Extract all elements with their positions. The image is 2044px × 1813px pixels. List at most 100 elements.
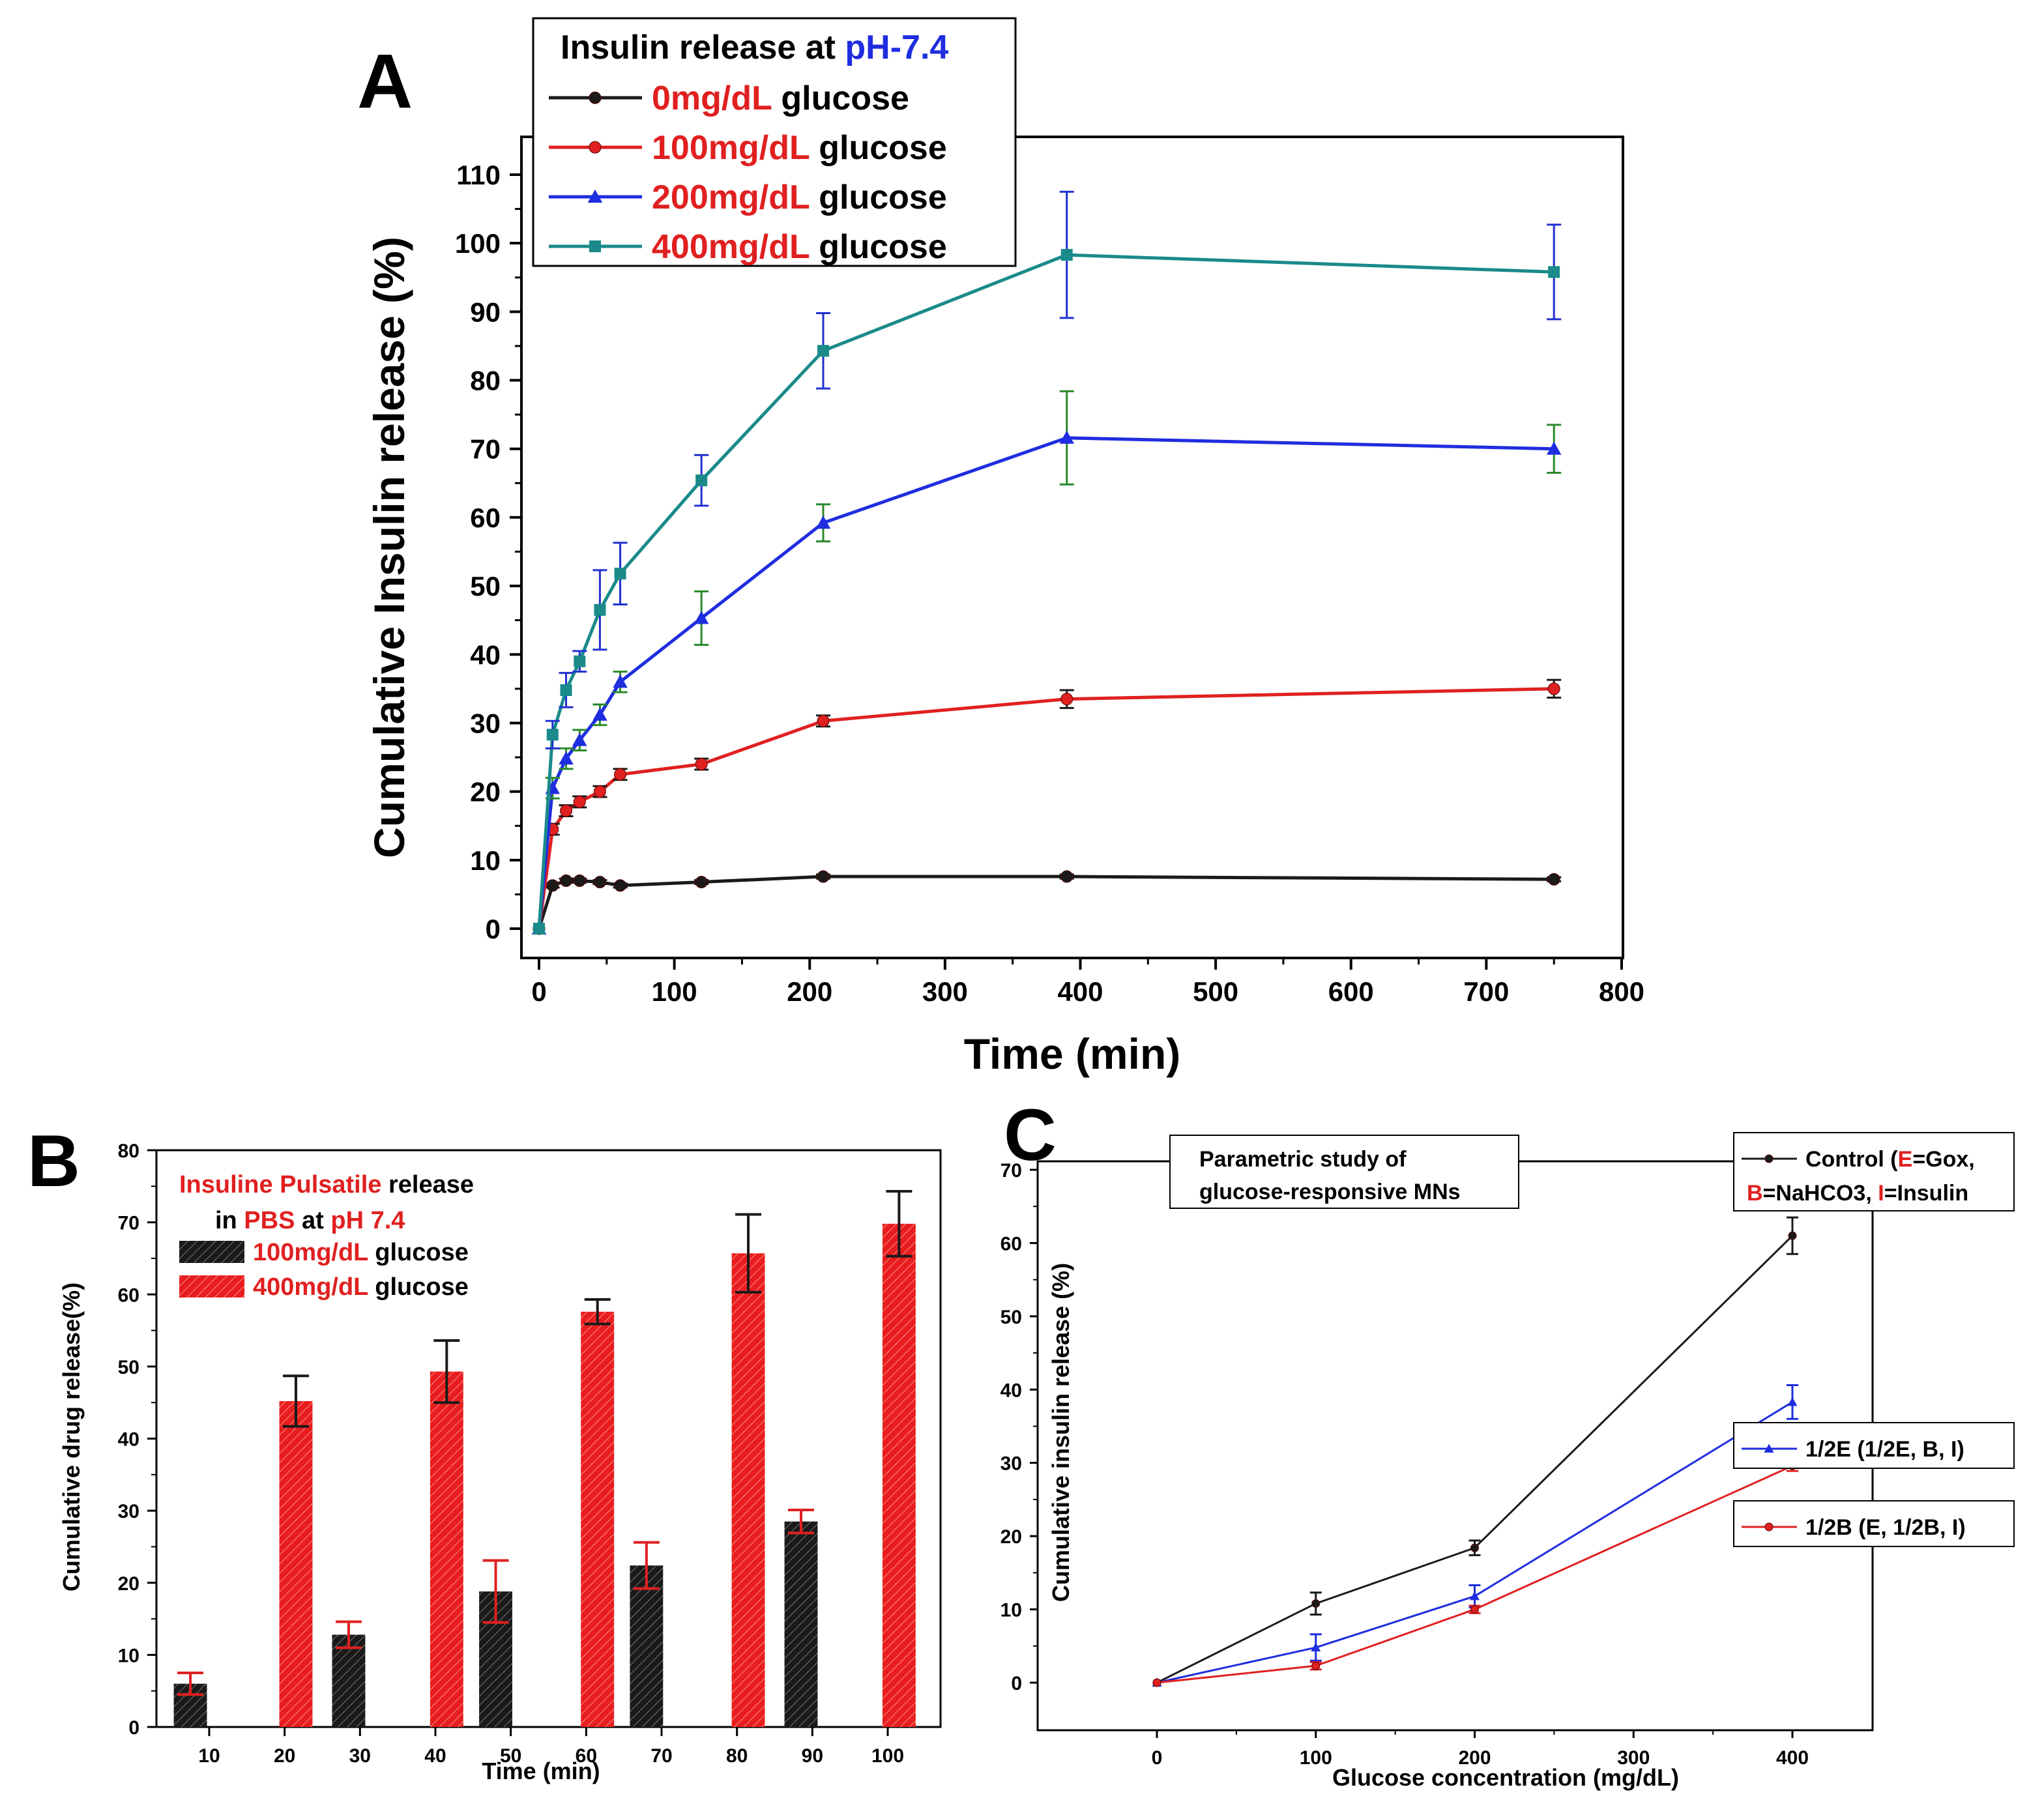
legend-label: 200mg/dL glucose (652, 179, 947, 216)
data-point (1311, 1661, 1321, 1670)
error-bar (886, 1190, 912, 1258)
data-point (574, 655, 586, 667)
x-tick-label: 30 (349, 1745, 371, 1767)
legend-marker (587, 189, 603, 203)
data-point (695, 875, 708, 888)
legend-title-line-1-part-1: release (381, 1171, 474, 1198)
y-tick-label: 50 (1000, 1307, 1022, 1328)
chart-title-line-2: glucose-responsive MNs (1199, 1180, 1461, 1204)
bar (882, 1223, 916, 1727)
y-axis-label: Cumulative Insulin release (%) (365, 237, 413, 858)
legend-label-line-1: 1/2E (1/2E, B, I) (1805, 1437, 1964, 1462)
legend-label-part-1: glucose (810, 129, 947, 167)
error-bar (633, 1541, 660, 1590)
data-point (695, 474, 708, 487)
legend: Insuline Pulsatile release in PBS at pH 7… (179, 1171, 474, 1301)
series-line (537, 687, 1555, 929)
data-point (1311, 1642, 1321, 1652)
data-point (560, 874, 573, 887)
plot-frame (520, 136, 1624, 959)
legend-title-line-2-part-2: at (295, 1207, 330, 1234)
data-point (594, 603, 606, 616)
legend-title: Insulin release at pH-7.4 (561, 29, 948, 66)
y-tick-label: 0 (1011, 1673, 1022, 1694)
data-point (1470, 1591, 1480, 1601)
legend-box (1733, 1422, 2015, 1469)
data-point (1060, 870, 1073, 883)
legend-label-line-1-part-0: Control ( (1805, 1147, 1898, 1172)
legend-box (1733, 1500, 2015, 1547)
legend-marker (589, 240, 601, 252)
data-point (560, 804, 573, 817)
legend-title-line-1-part-0: Insuline Pulsatile (179, 1171, 381, 1198)
legend-label-line-1-part-2: =Gox, (1912, 1147, 1974, 1172)
y-tick-label: 40 (118, 1429, 139, 1451)
x-tick-label: 400 (1057, 976, 1103, 1007)
error-bar (482, 1559, 509, 1624)
data-point (1311, 1599, 1321, 1608)
series-1 (1152, 1384, 1798, 1687)
x-tick-label: 600 (1328, 976, 1374, 1007)
data-point (1059, 430, 1074, 444)
data-point (614, 768, 627, 781)
legend-swatch (179, 1275, 244, 1298)
y-tick-label: 10 (1000, 1600, 1022, 1621)
y-tick-label: 90 (470, 297, 501, 327)
legend-label-part-1: glucose (368, 1239, 469, 1266)
y-tick-label: 10 (470, 845, 501, 876)
data-point (613, 674, 628, 688)
x-tick-label: 100 (652, 976, 697, 1007)
series-1 (279, 1190, 916, 1727)
y-tick-label: 100 (455, 228, 501, 259)
data-point (1546, 441, 1562, 455)
error-bar (788, 1509, 815, 1535)
x-axis-label: Time (min) (482, 1758, 600, 1784)
data-point (1060, 249, 1073, 261)
x-axis-label: Glucose concentration (mg/dL) (1332, 1764, 1679, 1791)
legend-1: 1/2E (1/2E, B, I) (1733, 1422, 2015, 1469)
legend-title-line-2-part-0: in (215, 1207, 244, 1234)
bar (581, 1311, 615, 1727)
x-tick-label: 100 (871, 1745, 904, 1767)
x-tick-label: 100 (1300, 1747, 1332, 1769)
legend-0: Control (E=Gox, B=NaHCO3, I=Insulin (1733, 1132, 2015, 1211)
y-tick-label: 40 (470, 639, 501, 670)
chart-panel-c: 0 10 20 30 40 50 60 70 0 100 200 300 400 Glucose conc… (1000, 1132, 2015, 1791)
data-point (1787, 1397, 1798, 1406)
series-3 (533, 190, 1562, 935)
y-tick-label: 20 (1000, 1526, 1022, 1548)
bar (430, 1371, 463, 1727)
legend-title-line-1: Insuline Pulsatile release (179, 1171, 474, 1198)
x-tick-label: 0 (1152, 1747, 1163, 1769)
legend-label-part-0: 100mg/dL (652, 129, 810, 167)
legend-label-part-0: 200mg/dL (652, 179, 810, 216)
legend-label: 100mg/dL glucose (652, 129, 947, 167)
data-point (614, 879, 627, 892)
legend: Insulin release at pH-7.4 0mg/dL glucose 1… (532, 17, 1017, 267)
legend-marker (1764, 1443, 1774, 1453)
x-tick-label: 40 (424, 1745, 446, 1767)
error-bar (177, 1672, 204, 1696)
chart-title-box: Parametric study of glucose-responsive MN… (1169, 1135, 1519, 1209)
data-point (592, 707, 607, 721)
error-bar (735, 1213, 762, 1294)
y-tick-label: 60 (470, 502, 501, 533)
legend-marker (589, 141, 602, 154)
legend-label-part-0: 100mg/dL (253, 1239, 368, 1266)
legend-label-line-1-part-0: 1/2B (E, 1/2B, I) (1805, 1515, 1966, 1540)
series-1 (533, 678, 1562, 935)
data-point (560, 684, 572, 696)
error-bar (433, 1339, 460, 1404)
legend-marker (589, 91, 602, 104)
y-tick-label: 10 (118, 1645, 139, 1666)
y-tick-label: 60 (118, 1284, 139, 1306)
series-2 (1152, 1459, 1798, 1687)
bar (784, 1521, 818, 1727)
x-tick-label: 10 (198, 1745, 220, 1767)
data-point (1470, 1543, 1479, 1552)
data-point (1547, 873, 1560, 886)
series-line (537, 253, 1555, 929)
legend-2: 1/2B (E, 1/2B, I) (1733, 1500, 2015, 1547)
y-tick-label: 60 (1000, 1233, 1022, 1255)
legend-label: 0mg/dL glucose (652, 80, 909, 117)
